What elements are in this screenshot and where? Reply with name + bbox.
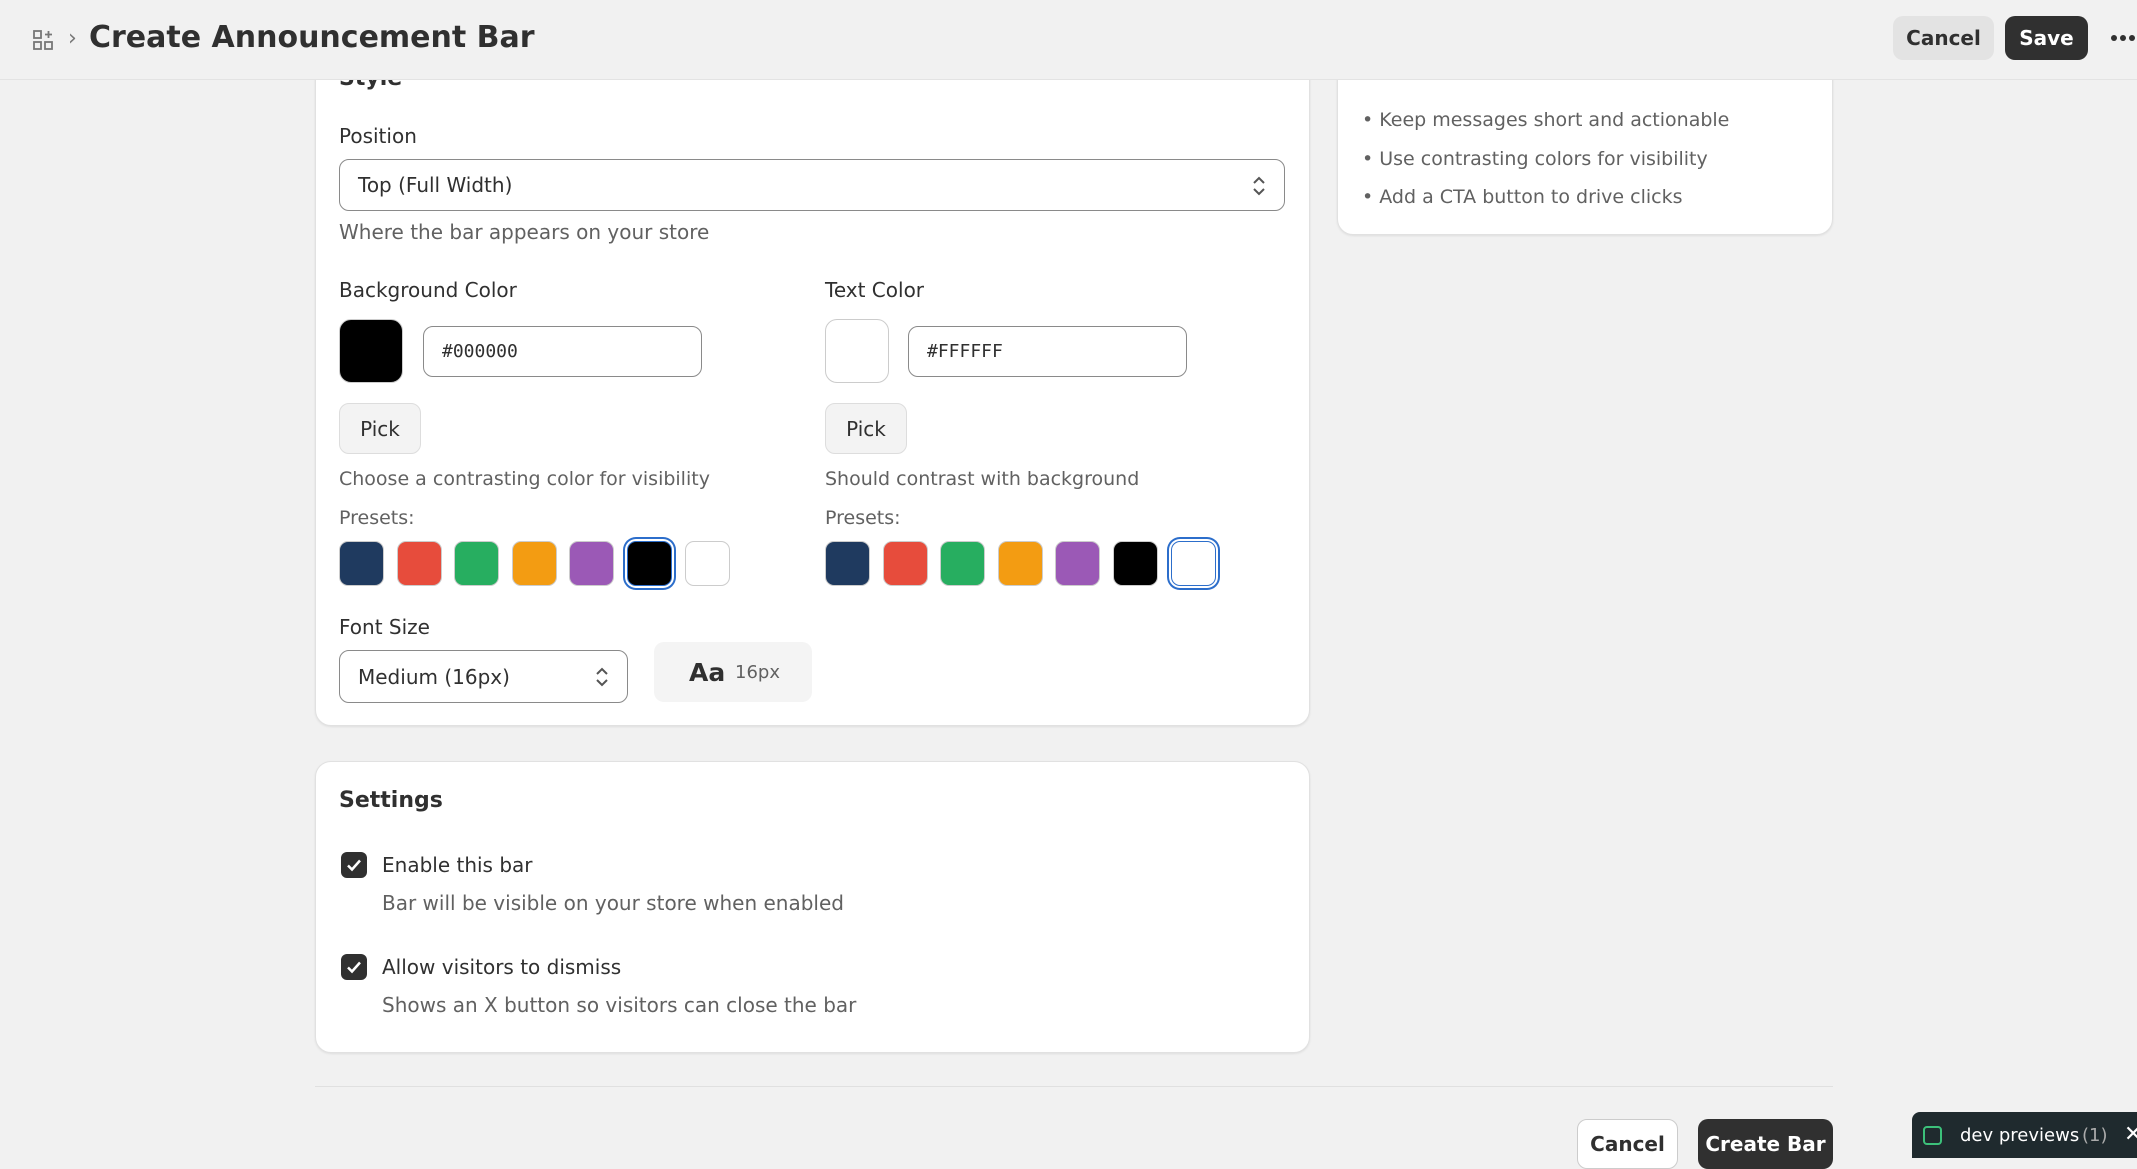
preset-swatch[interactable] — [627, 541, 672, 586]
select-arrows — [596, 667, 608, 687]
hex-input[interactable]: #FFFFFF — [908, 326, 1187, 377]
preset-swatch[interactable] — [684, 541, 730, 586]
preset-swatch[interactable] — [511, 541, 557, 586]
check-icon — [347, 961, 361, 974]
preset-swatch[interactable] — [396, 541, 442, 586]
field-label: Text Color — [825, 278, 925, 302]
tip-item: • Add a CTA button to drive clicks — [1362, 186, 1683, 208]
apps-icon[interactable] — [33, 30, 53, 50]
card-title: Settings — [339, 788, 443, 813]
help-text: Where the bar appears on your store — [339, 220, 710, 244]
field-label: Position — [339, 124, 417, 148]
button-label: Cancel — [1590, 1132, 1665, 1156]
preset-swatch[interactable] — [569, 541, 615, 586]
checkbox-label: Enable this bar — [382, 853, 533, 877]
hex-value: #000000 — [442, 341, 518, 362]
preview-size: 16px — [735, 662, 780, 683]
divider — [315, 1086, 1833, 1087]
pick-button[interactable]: Pick — [825, 403, 907, 454]
help-text: Shows an X button so visitors can close … — [382, 993, 857, 1017]
checkbox[interactable] — [341, 954, 367, 980]
preset-swatch[interactable] — [997, 541, 1043, 586]
button-label: Cancel — [1906, 26, 1981, 50]
preview-text: Aa — [689, 658, 726, 687]
button-label: Create Bar — [1705, 1132, 1826, 1156]
close-icon[interactable]: ✕ — [2124, 1122, 2137, 1147]
button-label: Save — [2019, 26, 2074, 50]
help-text: Choose a contrasting color for visibilit… — [339, 468, 710, 490]
button-label: Pick — [846, 416, 886, 441]
font-size-select[interactable]: Medium (16px) — [339, 650, 628, 703]
dev-label: dev previews — [1960, 1125, 2080, 1146]
header: › Create Announcement Bar Cancel Save — [0, 0, 2137, 80]
help-text: Should contrast with background — [825, 468, 1140, 490]
cancel-button[interactable]: Cancel — [1893, 16, 1994, 60]
dev-count: (1) — [2082, 1125, 2108, 1146]
presets-label: Presets: — [339, 507, 415, 529]
preset-swatch[interactable] — [940, 541, 986, 586]
style-card — [315, 30, 1310, 726]
select-value: Medium (16px) — [358, 664, 510, 689]
settings-card — [315, 761, 1310, 1053]
color-swatch[interactable] — [825, 319, 889, 383]
button-label: Pick — [360, 416, 400, 441]
preset-swatch[interactable] — [1113, 541, 1158, 586]
cancel-button[interactable]: Cancel — [1577, 1119, 1678, 1169]
more-icon[interactable] — [2110, 34, 2137, 42]
checkbox-label: Allow visitors to dismiss — [382, 955, 622, 979]
dev-previews[interactable]: dev previews (1) ✕ — [1912, 1112, 2137, 1158]
save-button[interactable]: Save — [2005, 16, 2088, 60]
preset-swatch[interactable] — [454, 541, 500, 586]
breadcrumb-sep: › — [68, 26, 77, 51]
preset-swatch[interactable] — [1170, 541, 1216, 586]
select-arrows — [1253, 176, 1265, 196]
hex-value: #FFFFFF — [927, 341, 1003, 362]
field-label: Font Size — [339, 615, 430, 639]
preset-swatch[interactable] — [825, 541, 870, 586]
checkbox[interactable] — [341, 852, 367, 878]
create-button[interactable]: Create Bar — [1698, 1119, 1833, 1169]
tip-item: • Keep messages short and actionable — [1362, 109, 1730, 131]
tip-item: • Use contrasting colors for visibility — [1362, 147, 1708, 170]
color-swatch[interactable] — [339, 319, 403, 383]
preset-swatch[interactable] — [882, 541, 928, 586]
check-icon — [347, 859, 361, 872]
pick-button[interactable]: Pick — [339, 403, 421, 454]
field-label: Background Color — [339, 278, 517, 302]
preset-swatch[interactable] — [1055, 541, 1101, 586]
font-preview: Aa 16px — [654, 642, 812, 702]
help-text: Bar will be visible on your store when e… — [382, 891, 844, 915]
presets-label: Presets: — [825, 507, 901, 529]
select-value: Top (Full Width) — [358, 173, 513, 197]
preset-swatch[interactable] — [339, 541, 384, 586]
page-title: Create Announcement Bar — [89, 20, 535, 55]
dev-icon — [1923, 1126, 1942, 1145]
position-select[interactable]: Top (Full Width) — [339, 159, 1285, 211]
hex-input[interactable]: #000000 — [423, 326, 702, 377]
